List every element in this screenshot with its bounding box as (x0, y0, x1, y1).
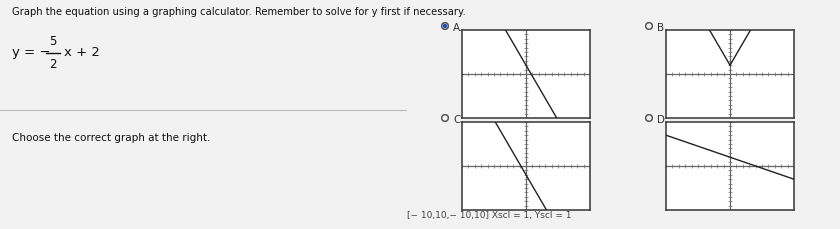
Text: A.: A. (454, 23, 464, 33)
Text: 2: 2 (50, 58, 57, 71)
Text: y = −: y = − (13, 46, 50, 59)
Text: B.: B. (657, 23, 668, 33)
Text: Choose the correct graph at the right.: Choose the correct graph at the right. (13, 133, 211, 143)
Text: C.: C. (454, 115, 464, 125)
Text: 5: 5 (50, 35, 56, 48)
Text: D.: D. (657, 115, 669, 125)
Text: Graph the equation using a graphing calculator. Remember to solve for y first if: Graph the equation using a graphing calc… (13, 7, 466, 17)
Text: x + 2: x + 2 (65, 46, 100, 59)
Text: [− 10,10,− 10,10] Xscl = 1, Yscl = 1: [− 10,10,− 10,10] Xscl = 1, Yscl = 1 (407, 211, 572, 220)
Circle shape (443, 24, 447, 28)
